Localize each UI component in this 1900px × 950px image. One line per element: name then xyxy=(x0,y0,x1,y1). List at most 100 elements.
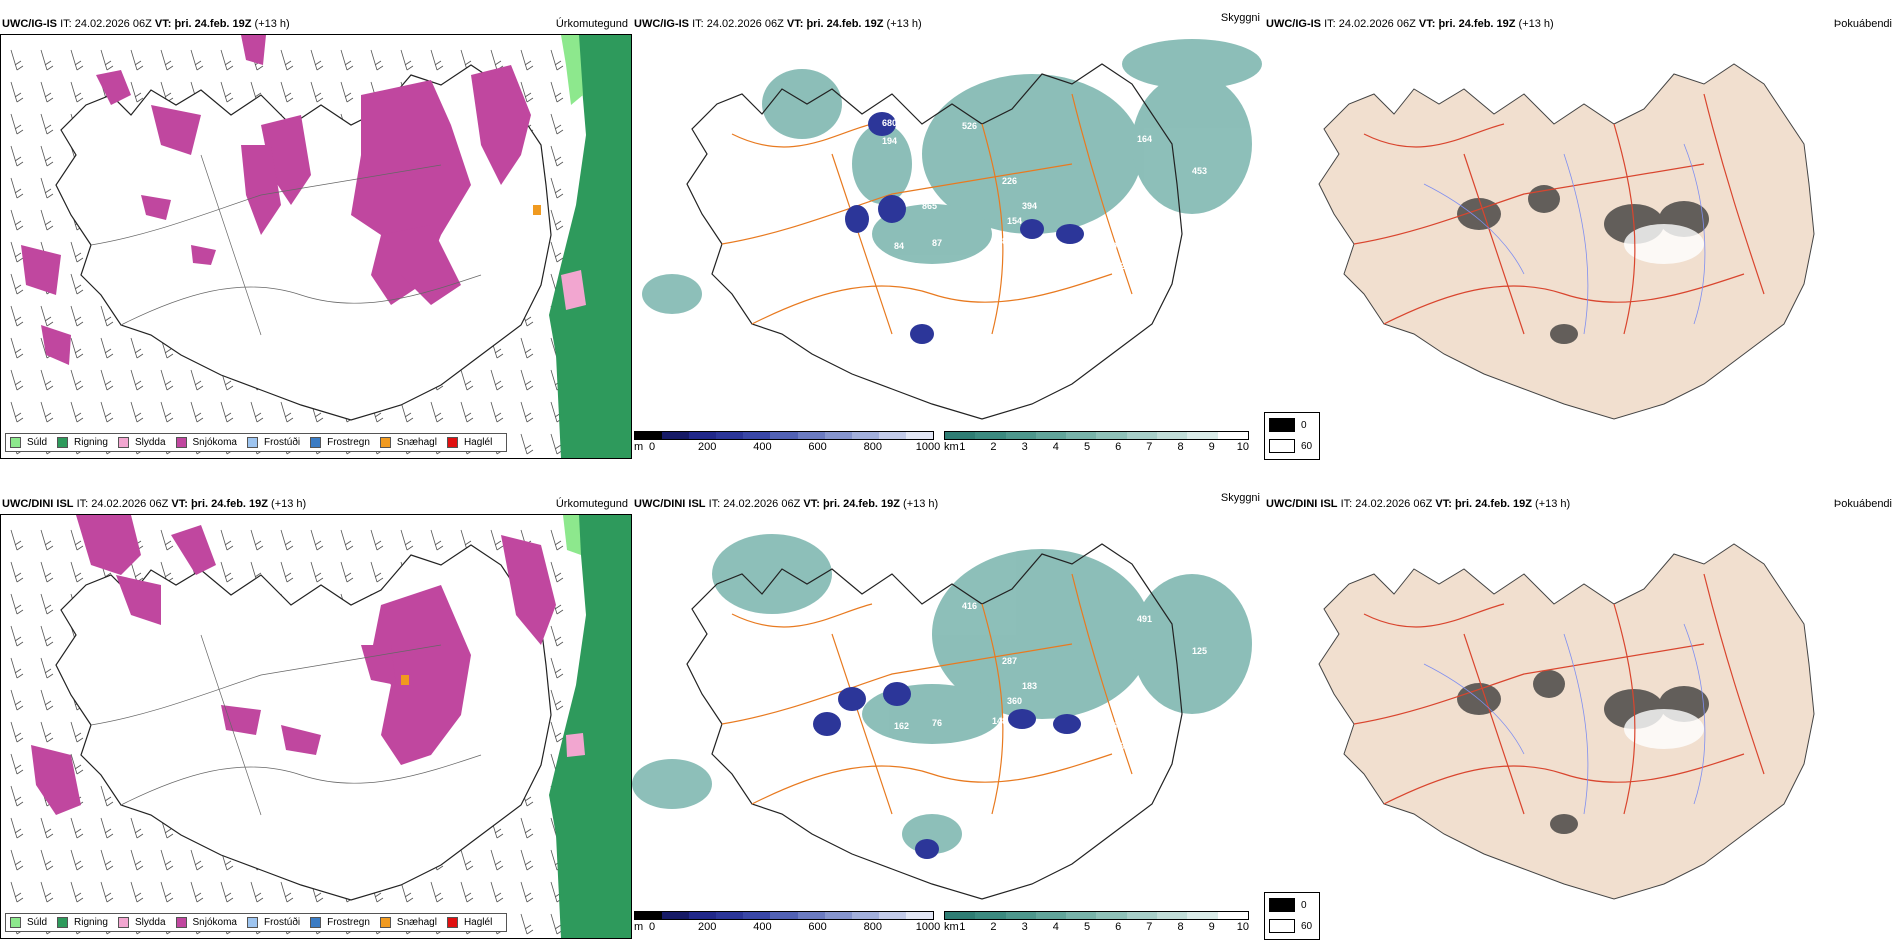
wind-barb xyxy=(40,145,54,167)
wind-barb xyxy=(10,785,24,807)
vt-value: þri. 24.feb. 19Z xyxy=(174,18,252,30)
wind-barb xyxy=(40,305,54,327)
iceland-land xyxy=(1318,543,1815,900)
visibility-value-label: 131 xyxy=(1032,266,1047,276)
wind-barb xyxy=(10,369,24,391)
legend-label: Frostregn xyxy=(327,917,370,928)
wind-barb xyxy=(550,241,564,263)
panel-header: UWC/DINI ISL IT: 24.02.2026 06Z VT: þri.… xyxy=(2,498,630,514)
fog-legend-label: 0 xyxy=(1301,899,1307,911)
panel-header: UWC/IG-IS IT: 24.02.2026 06Z VT: þri. 24… xyxy=(2,18,630,34)
visibility-value-label: 109 xyxy=(1072,744,1087,754)
vt-label: VT: xyxy=(1418,18,1436,30)
wind-barb xyxy=(130,817,144,839)
legend-item: Slydda xyxy=(117,437,166,448)
visibility-value-label: 368 xyxy=(992,236,1007,246)
wind-barb xyxy=(10,849,24,871)
lead-offset: (+13 h) xyxy=(903,498,939,510)
colorbar-tick-label: 5 xyxy=(1083,441,1091,453)
visibility-value-label: 335 xyxy=(1102,721,1117,731)
legend-swatch xyxy=(117,437,129,448)
it-value: 24.02.2026 06Z xyxy=(1338,18,1416,30)
wind-barb xyxy=(10,177,24,199)
wind-barb xyxy=(40,849,54,871)
legend-swatch xyxy=(57,917,69,928)
visibility-value-label: 865 xyxy=(922,201,937,211)
fog-legend-row1: 0 60 xyxy=(1264,412,1320,460)
wind-barb xyxy=(550,689,564,711)
wind-barb xyxy=(190,881,204,903)
wind-barb xyxy=(340,529,354,551)
legend-label: Súld xyxy=(27,917,48,928)
wind-barb xyxy=(10,689,24,711)
fog-legend-label: 0 xyxy=(1301,419,1307,431)
wind-barb xyxy=(70,337,84,359)
visibility-value-label: 87 xyxy=(932,238,942,248)
legend-swatch xyxy=(379,917,391,928)
colorbar-tick-label: 2 xyxy=(990,441,997,453)
wind-barb xyxy=(10,241,24,263)
wind-barb xyxy=(400,49,414,71)
visibility-value-label: 148 xyxy=(870,738,885,748)
wind-barb xyxy=(160,849,174,871)
colorbar-tick-label: 10 xyxy=(1236,441,1250,453)
legend-label: Frostúði xyxy=(263,437,301,448)
legend-swatch xyxy=(379,437,391,448)
wind-barb xyxy=(100,817,114,839)
colorbar-tick-label: 0 xyxy=(648,921,656,933)
wind-barb xyxy=(40,177,54,199)
fog-clear-area xyxy=(1624,709,1704,749)
legend-item: Haglél xyxy=(446,437,492,448)
drizzle-area xyxy=(563,515,581,555)
visibility-value-label: 680 xyxy=(882,118,897,128)
legend-swatch xyxy=(310,917,322,928)
wind-barb xyxy=(100,369,114,391)
wind-barb xyxy=(10,817,24,839)
legend-label: Rigning xyxy=(74,917,108,928)
road-network xyxy=(1353,93,1765,335)
colorbar-tick-label: 600 xyxy=(808,921,827,933)
wind-barb xyxy=(70,369,84,391)
legend-label: Súld xyxy=(27,437,48,448)
it-value: 24.02.2026 06Z xyxy=(723,498,801,510)
wind-barb xyxy=(70,721,84,743)
wind-barb xyxy=(280,49,294,71)
rain-area xyxy=(549,35,631,458)
wind-barb xyxy=(190,369,204,391)
legend-swatch xyxy=(310,437,322,448)
colorbar-tick-label: 200 xyxy=(698,441,717,453)
lead-offset: (+13 h) xyxy=(1518,18,1554,30)
vt-label: VT: xyxy=(154,18,172,30)
precip-map-svg xyxy=(10,35,631,458)
colorbar-tick-label: 800 xyxy=(863,921,882,933)
wind-barb xyxy=(370,561,384,583)
colorbar-tick-label: 9 xyxy=(1208,921,1215,933)
ceiling-colorbar-bar xyxy=(634,431,934,440)
wind-barb xyxy=(10,529,24,551)
colorbar-tick-label: 9 xyxy=(1208,441,1215,453)
wind-barb xyxy=(40,625,54,647)
rain-area xyxy=(549,515,631,938)
legend-swatch xyxy=(175,917,187,928)
wind-barb xyxy=(460,849,474,871)
panel-title: Úrkomutegund xyxy=(555,18,628,30)
legend-item: Haglél xyxy=(446,917,492,928)
wind-barb xyxy=(70,241,84,263)
visibility-value-label: 125 xyxy=(1192,646,1207,656)
road-network xyxy=(721,573,1133,815)
wind-barb xyxy=(340,561,354,583)
wind-barb xyxy=(520,817,534,839)
model-name: UWC/IG-IS xyxy=(634,18,689,30)
iceland-outline xyxy=(686,63,1183,420)
snow-pellet-area xyxy=(533,205,541,215)
road-network xyxy=(90,154,482,336)
visibility-value-label: 179 xyxy=(1102,241,1117,251)
wind-barb xyxy=(70,81,84,103)
panel-title: Þokuábendi xyxy=(1833,18,1892,30)
colorbar-tick-label: 8 xyxy=(1177,441,1184,453)
wind-barb xyxy=(490,849,504,871)
wind-barb xyxy=(550,657,564,679)
colorbar-tick-label: 6 xyxy=(1115,441,1122,453)
